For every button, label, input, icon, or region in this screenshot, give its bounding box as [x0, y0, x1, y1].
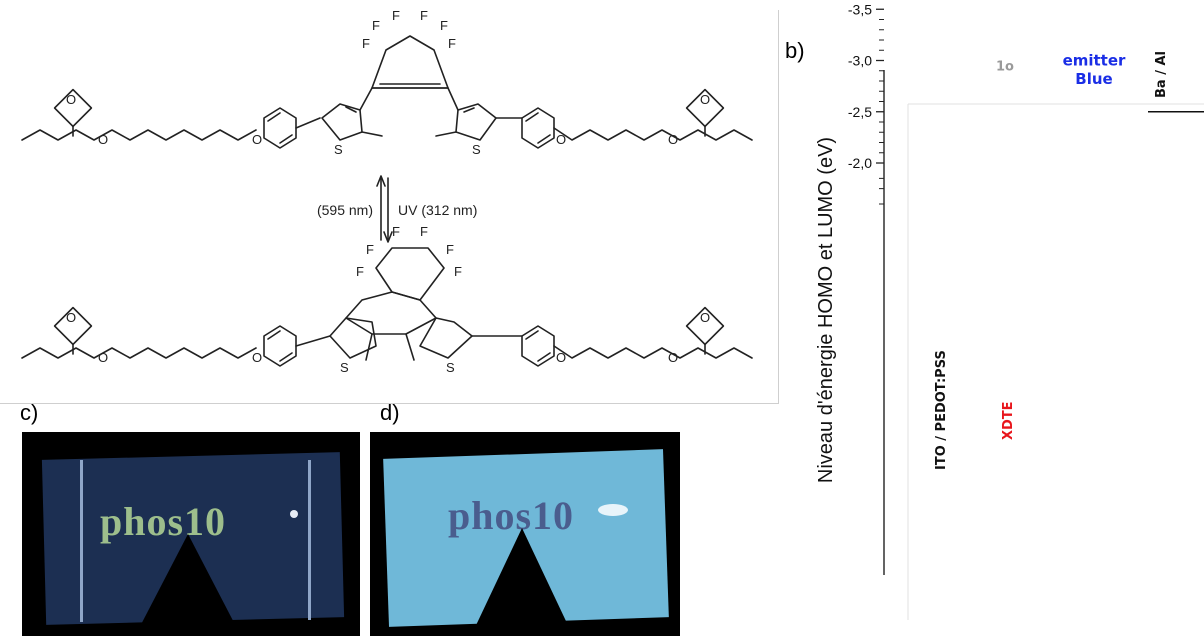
oxygen-atom-label: O: [252, 132, 262, 147]
molecule-scheme-drawing: O O O S S O O O F F F F F F O O O S S O …: [21, 10, 753, 375]
block-1o-label: 1o: [996, 60, 1014, 75]
sulfur-atom-label: S: [472, 142, 481, 157]
atom-labels: O O O S S O O O F F F F F F O O O S S O …: [66, 10, 710, 375]
fluorine-atom-label: F: [440, 18, 448, 33]
panel-label-c: c): [20, 400, 39, 425]
y-axis-ticks: -2,0-2,5-3,0-3,5-4,0-4,5-5,0-5,5-6,0: [848, 1, 884, 205]
y-tick-label: -3,0: [848, 53, 872, 69]
electrode-line: [308, 460, 311, 620]
fluorine-atom-label: F: [448, 36, 456, 51]
fluorine-atom-label: F: [356, 264, 364, 279]
oxygen-atom-label: O: [700, 310, 710, 325]
sulfur-atom-label: S: [334, 142, 343, 157]
oxygen-atom-label: O: [556, 350, 566, 365]
y-axis-title: Niveau d'énergie HOMO et LUMO (eV): [815, 137, 837, 483]
oxygen-atom-label: O: [98, 350, 108, 365]
glare-spot: [598, 504, 628, 516]
uv-light-condition: UV (312 nm): [398, 202, 477, 218]
molecule-scheme-panel: O O O S S O O O F F F F F F O O O S S O …: [0, 10, 779, 404]
electrode-line: [80, 460, 83, 622]
oxygen-atom-label: O: [668, 350, 678, 365]
energy-level-diagram: Niveau d'énergie HOMO et LUMO (eV) -2,0 -…: [815, 1, 1204, 620]
fluorine-atom-label: F: [420, 10, 428, 23]
fluorine-atom-label: F: [392, 224, 400, 239]
fluorine-atom-label: F: [446, 242, 454, 257]
block-emitter-label: emitter: [1063, 52, 1126, 70]
fluorine-atom-label: F: [392, 10, 400, 23]
glare-spot: [290, 510, 298, 518]
oxygen-atom-label: O: [66, 310, 76, 325]
oxygen-atom-label: O: [668, 132, 678, 147]
energy-levels: [1148, 110, 1204, 113]
fluorine-atom-label: F: [372, 18, 380, 33]
oxygen-atom-label: O: [252, 350, 262, 365]
anode-label: ITO / PEDOT:PSS: [934, 350, 949, 470]
panel-label-b: b): [785, 38, 805, 63]
sulfur-atom-label: S: [340, 360, 349, 375]
oxygen-atom-label: O: [98, 132, 108, 147]
black-triangle: [470, 528, 574, 636]
visible-light-condition: (595 nm): [317, 202, 373, 218]
block-blue-label: Blue: [1075, 70, 1112, 88]
panel-label-d: d): [380, 400, 400, 425]
device-photo-c: phos10: [22, 432, 360, 636]
sulfur-atom-label: S: [446, 360, 455, 375]
y-tick-label: -2,0: [848, 155, 872, 171]
cathode-label: Ba / Al: [1154, 51, 1169, 98]
y-tick-label: -3,5: [848, 1, 872, 17]
oxygen-atom-label: O: [556, 132, 566, 147]
energy-level-labels: ITO / PEDOT:PSS Ba / Al 1o open 1c XDTE …: [934, 51, 1169, 470]
y-tick-label: -2,5: [848, 104, 872, 120]
fluorine-atom-label: F: [362, 36, 370, 51]
fluorine-atom-label: F: [366, 242, 374, 257]
black-triangle: [134, 534, 242, 636]
fluorine-atom-label: F: [420, 224, 428, 239]
device-photo-d: phos10: [370, 432, 680, 636]
oxygen-atom-label: O: [700, 92, 710, 107]
block-xdte-label: XDTE: [1001, 401, 1016, 440]
oxygen-atom-label: O: [66, 92, 76, 107]
fluorine-atom-label: F: [454, 264, 462, 279]
